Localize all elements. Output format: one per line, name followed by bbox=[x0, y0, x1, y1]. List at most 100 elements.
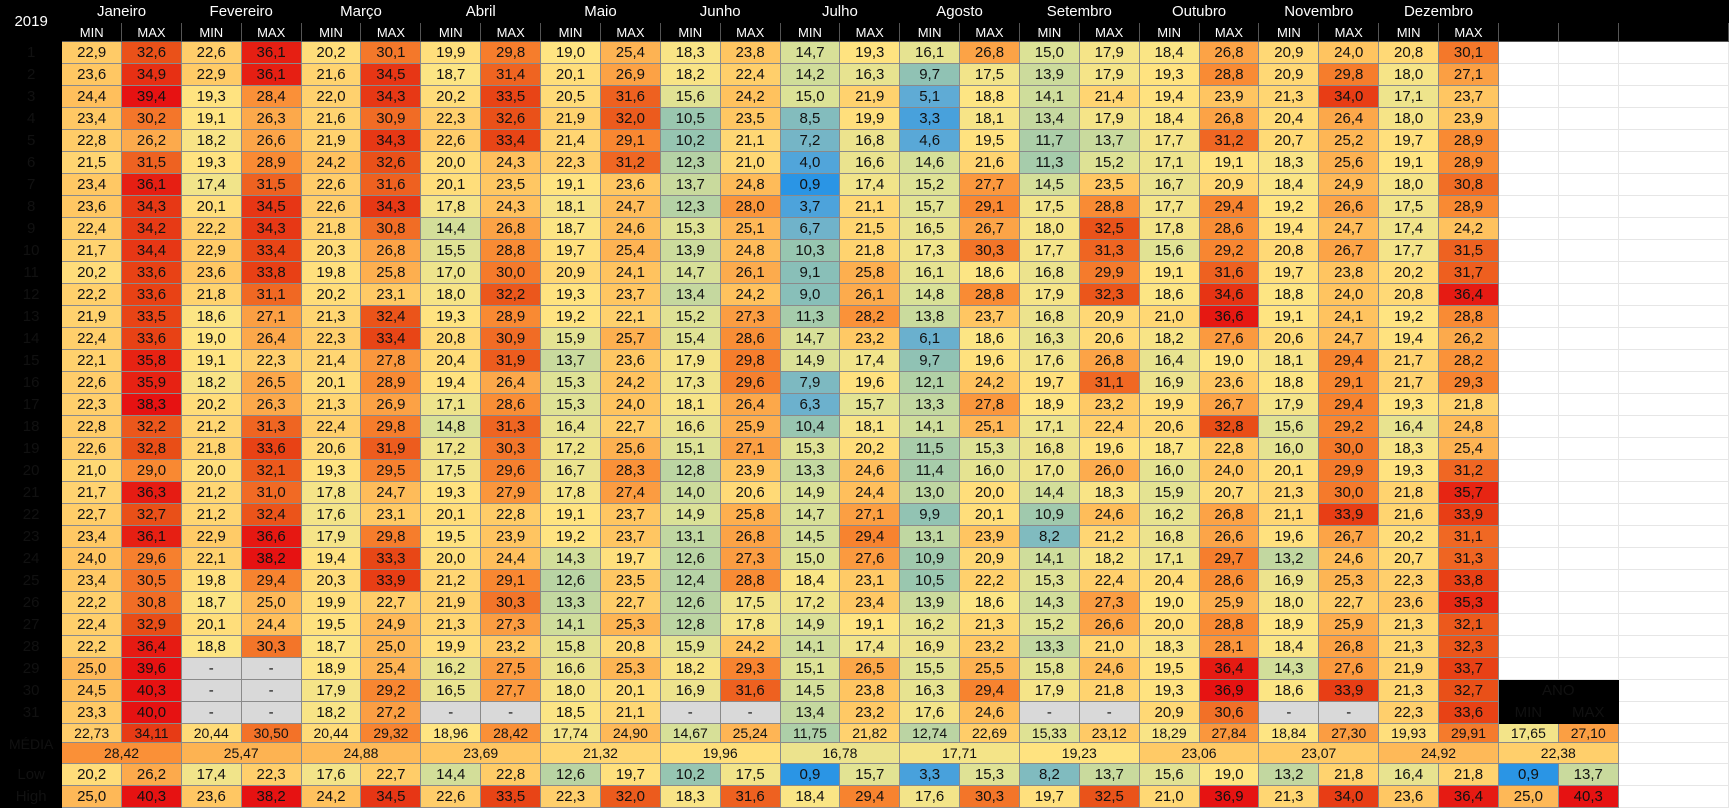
temperature-cell: 14,0 bbox=[659, 481, 721, 504]
temperature-cell: 24,4 bbox=[839, 481, 901, 504]
temperature-cell: 4,6 bbox=[899, 129, 961, 152]
temperature-cell: 22,4 bbox=[1078, 569, 1140, 592]
temperature-cell: 25,0 bbox=[360, 635, 422, 658]
empty-cell bbox=[1557, 217, 1619, 240]
empty-cell bbox=[1557, 0, 1619, 23]
temperature-cell: 26,8 bbox=[1198, 503, 1260, 526]
day-label: 19 bbox=[0, 437, 63, 460]
temperature-cell: 18,6 bbox=[959, 591, 1020, 614]
high-cell: 36,4 bbox=[1438, 785, 1499, 808]
temperature-cell: 17,4 bbox=[839, 635, 901, 658]
temperature-cell: 23,4 bbox=[61, 569, 123, 592]
temperature-cell: 21,9 bbox=[300, 129, 362, 152]
temperature-cell: 20,0 bbox=[959, 481, 1020, 504]
temperature-cell: 30,8 bbox=[121, 591, 182, 614]
low-cell: 17,5 bbox=[719, 763, 781, 786]
temperature-cell: 20,4 bbox=[420, 349, 482, 372]
temperature-cell: 23,6 bbox=[61, 195, 123, 218]
max-header: MAX bbox=[1078, 22, 1140, 42]
temperature-cell: 31,3 bbox=[1078, 239, 1140, 262]
temperature-cell: 21,4 bbox=[1078, 85, 1140, 108]
day-label: 8 bbox=[0, 195, 63, 218]
average-cell: 20,44 bbox=[300, 723, 362, 743]
empty-cell bbox=[1497, 415, 1559, 438]
temperature-cell: 17,9 bbox=[300, 525, 362, 548]
temperature-cell: 16,4 bbox=[1138, 349, 1200, 372]
temperature-cell: 23,2 bbox=[1078, 393, 1140, 416]
temperature-cell: 36,1 bbox=[121, 173, 182, 196]
empty-cell bbox=[1617, 437, 1729, 460]
temperature-cell: 15,4 bbox=[659, 327, 721, 350]
temperature-cell: 24,2 bbox=[719, 635, 781, 658]
temperature-cell: 20,5 bbox=[540, 85, 601, 108]
temperature-cell: 17,8 bbox=[719, 613, 781, 636]
temperature-cell: 15,2 bbox=[1078, 151, 1140, 174]
temperature-cell: 16,8 bbox=[1018, 437, 1080, 460]
high-cell: 40,3 bbox=[121, 785, 182, 808]
temperature-cell: 19,1 bbox=[1258, 305, 1320, 328]
temperature-cell: 20,1 bbox=[959, 503, 1020, 526]
temperature-cell: 22,3 bbox=[1378, 701, 1440, 724]
temperature-cell: 23,9 bbox=[959, 525, 1020, 548]
empty-cell bbox=[1617, 239, 1729, 262]
average-cell: 28,42 bbox=[480, 723, 542, 743]
temperature-cell: 24,6 bbox=[959, 701, 1020, 724]
temperature-cell: 13,4 bbox=[779, 701, 841, 724]
temperature-cell: 23,9 bbox=[480, 525, 542, 548]
temperature-cell: 18,6 bbox=[959, 261, 1020, 284]
temperature-cell: 32,7 bbox=[121, 503, 182, 526]
temperature-cell: 15,2 bbox=[659, 305, 721, 328]
temperature-cell: 14,1 bbox=[1018, 547, 1080, 570]
temperature-cell: 17,7 bbox=[1138, 195, 1200, 218]
empty-cell bbox=[1557, 22, 1619, 42]
temperature-cell: 10,5 bbox=[899, 569, 961, 592]
day-row: 11 20,2 33,6 23,6 33,8 19,8 25,8 17,0 30,0 20,9 24… bbox=[0, 261, 1729, 284]
temperature-cell: 13,1 bbox=[659, 525, 721, 548]
temperature-cell: 29,2 bbox=[1198, 239, 1260, 262]
temperature-cell: 13,4 bbox=[1018, 107, 1080, 130]
empty-cell bbox=[1557, 195, 1619, 218]
month-header: Dezembro bbox=[1378, 0, 1499, 23]
temperature-cell: 38,3 bbox=[121, 393, 182, 416]
temperature-cell: 36,6 bbox=[1198, 305, 1260, 328]
average-cell: 27,10 bbox=[1557, 723, 1619, 743]
temperature-cell: 36,1 bbox=[121, 525, 182, 548]
temperature-cell: 28,8 bbox=[719, 569, 781, 592]
day-label: 27 bbox=[0, 613, 63, 636]
no-data-cell: - bbox=[240, 701, 302, 724]
temperature-cell: 19,6 bbox=[1258, 525, 1320, 548]
temperature-cell: 7,9 bbox=[779, 371, 841, 394]
temperature-cell: 25,4 bbox=[599, 239, 661, 262]
temperature-cell: 24,9 bbox=[1318, 173, 1380, 196]
temperature-cell: 15,3 bbox=[1018, 569, 1080, 592]
temperature-cell: 24,2 bbox=[599, 371, 661, 394]
temperature-cell: 17,8 bbox=[300, 481, 362, 504]
temperature-cell: 19,4 bbox=[1258, 217, 1320, 240]
temperature-cell: 29,2 bbox=[1318, 415, 1380, 438]
average-cell: 18,29 bbox=[1138, 723, 1200, 743]
temperature-cell: 23,3 bbox=[61, 701, 123, 724]
temperature-cell: 28,9 bbox=[1438, 195, 1499, 218]
mean-cell: 19,96 bbox=[659, 742, 781, 764]
temperature-cell: 18,1 bbox=[659, 393, 721, 416]
temperature-cell: 24,7 bbox=[1318, 217, 1380, 240]
low-cell: 0,9 bbox=[779, 763, 841, 786]
temperature-cell: 32,6 bbox=[121, 41, 182, 64]
empty-cell bbox=[1617, 217, 1729, 240]
day-row: 6 21,5 31,5 19,3 28,9 24,2 32,6 20,0 24,3 22,3 31,… bbox=[0, 151, 1729, 174]
temperature-cell: 23,5 bbox=[480, 173, 542, 196]
temperature-cell: 18,2 bbox=[180, 371, 242, 394]
max-header: MAX bbox=[1318, 22, 1380, 42]
day-row: 22 22,7 32,7 21,2 32,4 17,6 23,1 20,1 22,8 19,1 23… bbox=[0, 503, 1729, 526]
temperature-cell: 36,1 bbox=[240, 63, 302, 86]
temperature-cell: 28,3 bbox=[599, 459, 661, 482]
temperature-cell: 22,7 bbox=[1318, 591, 1380, 614]
average-cell: 34,11 bbox=[121, 723, 182, 743]
temperature-cell: 17,6 bbox=[1018, 349, 1080, 372]
temperature-cell: 26,4 bbox=[719, 393, 781, 416]
temperature-cell: 19,8 bbox=[180, 569, 242, 592]
temperature-cell: 28,2 bbox=[839, 305, 901, 328]
temperature-cell: 21,6 bbox=[300, 63, 362, 86]
temperature-cell: 24,6 bbox=[839, 459, 901, 482]
temperature-cell: 27,3 bbox=[719, 547, 781, 570]
